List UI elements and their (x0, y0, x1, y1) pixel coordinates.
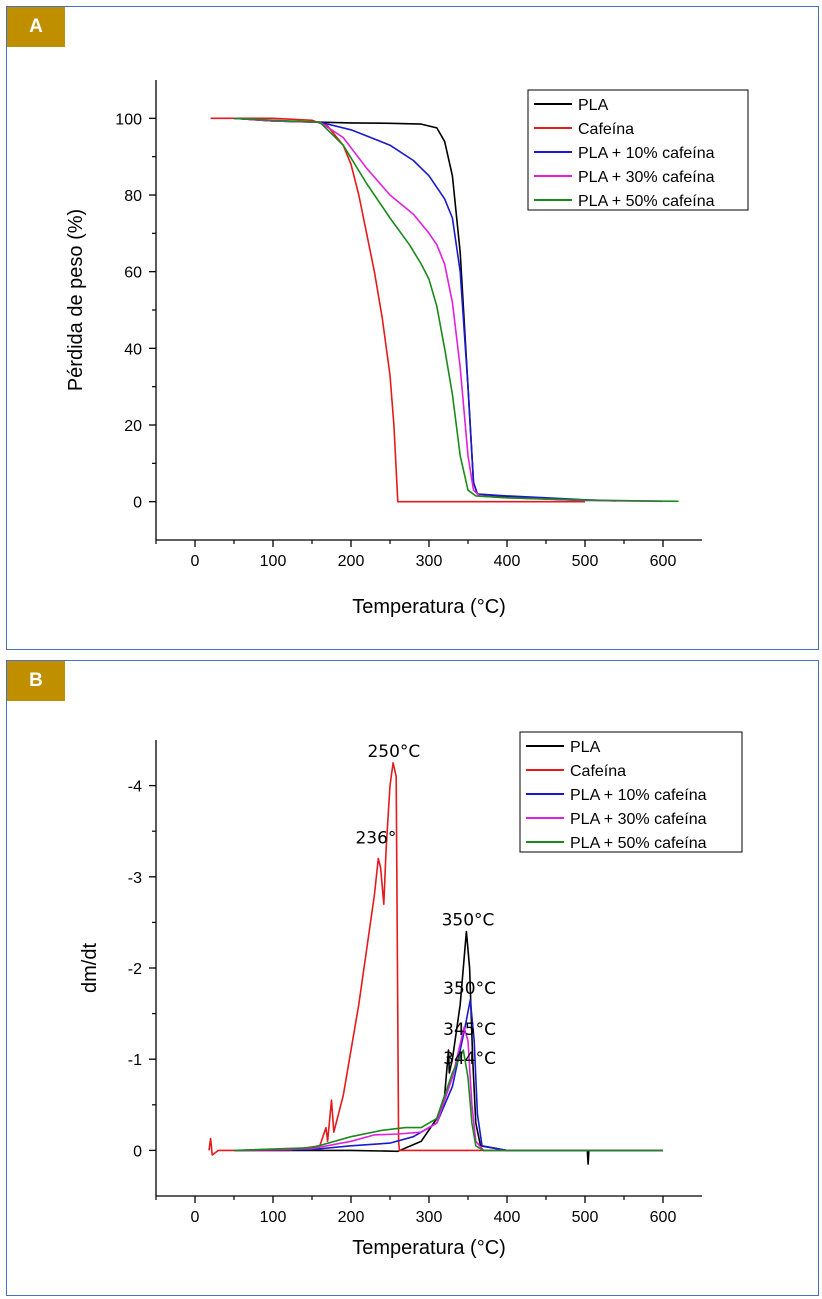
chart-a-x-tick-label: 300 (416, 553, 443, 570)
chart-b-x-tick-label: 500 (572, 1209, 599, 1226)
chart-b-legend-label-5: PLA + 50% cafeína (570, 835, 707, 852)
chart-b-x-tick-label: 300 (416, 1209, 443, 1226)
chart-a-legend-label-1: PLA (578, 97, 609, 114)
chart-b-y-tick-label: 0 (133, 1143, 142, 1160)
chart-a-y-tick-label: 0 (133, 495, 142, 512)
chart-a-legend-label-3: PLA + 10% cafeína (578, 145, 715, 162)
chart-b-peak-label-6: 344°C (443, 1049, 496, 1069)
chart-b-y-tick-label: -1 (128, 1052, 142, 1069)
chart-b-series-1-line (234, 930, 663, 1165)
panel-a-label: A (7, 7, 65, 47)
chart-b-legend (519, 731, 743, 853)
chart-b-x-tick-label: 600 (650, 1209, 677, 1226)
chart-b-x-tick-label: 0 (191, 1209, 200, 1226)
chart-b-y-tick-label: -4 (128, 779, 142, 796)
panel-b-label: B (7, 661, 65, 701)
chart-b-x-tick-label: 400 (494, 1209, 521, 1226)
chart-a-y-tick-label: 100 (115, 111, 142, 128)
chart-a-x-tick-label: 0 (191, 553, 200, 570)
chart-a-series-5-line (233, 117, 679, 503)
chart-a-series-3-line (233, 117, 617, 502)
chart-b-legend-label-1: PLA (570, 739, 601, 756)
chart-b-peak-label-5: 345°C (443, 1020, 496, 1040)
chart-a-x-tick-label: 500 (572, 553, 599, 570)
chart-a-legend (527, 89, 749, 211)
chart-b-peak-label-3: 350°C (442, 911, 495, 931)
chart-b-series-4-line (233, 1026, 663, 1152)
chart-a-y-tick-label: 80 (124, 188, 142, 205)
chart-a-x-axis-title: Temperatura (°C) (352, 596, 506, 618)
chart-b-x-axis-title: Temperatura (°C) (352, 1237, 506, 1259)
chart-a-y-axis-title: Pérdida de peso (%) (65, 209, 87, 391)
chart-b-y-tick-label: -2 (128, 961, 142, 978)
chart-a-x-tick-label: 200 (338, 553, 365, 570)
chart-a-x-tick-label: 600 (650, 553, 677, 570)
chart-a-legend-label-4: PLA + 30% cafeína (578, 169, 715, 186)
chart-b-legend-label-4: PLA + 30% cafeína (570, 811, 707, 828)
chart-a-x-tick-label: 100 (260, 553, 287, 570)
chart-a-y-tick-label: 60 (124, 265, 142, 282)
chart-b-series-5-line (233, 1049, 663, 1152)
chart-a-y-tick-label: 40 (124, 341, 142, 358)
chart-b-peak-label-1: 250°C (367, 742, 420, 762)
chart-b-peak-label-4: 350°C (443, 979, 496, 999)
chart-b-legend-label-2: Cafeína (570, 763, 626, 780)
chart-b-y-axis-title: dm/dt (79, 943, 101, 993)
chart-b-y-tick-label: -3 (128, 870, 142, 887)
chart-b-legend-label-3: PLA + 10% cafeína (570, 787, 707, 804)
chart-b-peak-label-2: 236° (355, 828, 396, 848)
chart-a-legend-label-5: PLA + 50% cafeína (578, 193, 715, 210)
chart-a-y-tick-label: 20 (124, 418, 142, 435)
chart-a-legend-label-2: Cafeína (578, 121, 634, 138)
chart-b-x-tick-label: 100 (260, 1209, 287, 1226)
chart-b-x-tick-label: 200 (338, 1209, 365, 1226)
chart-a-x-tick-label: 400 (494, 553, 521, 570)
